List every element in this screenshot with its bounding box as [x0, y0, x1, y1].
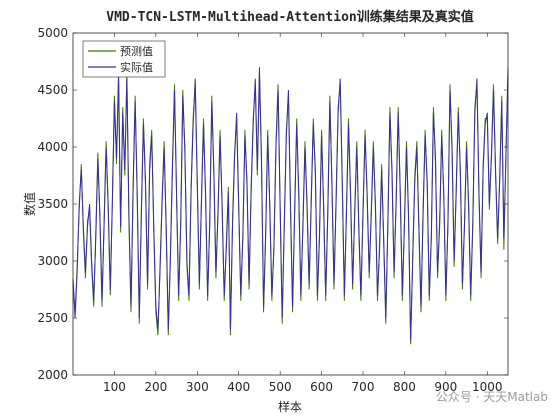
y-axis-label: 数值: [22, 192, 37, 216]
y-tick-label: 2000: [37, 368, 68, 382]
x-tick-label: 100: [103, 380, 126, 394]
x-tick-label: 700: [352, 380, 375, 394]
watermark: 公众号 · 天天Matlab: [436, 390, 548, 404]
x-tick-label: 900: [434, 380, 457, 394]
y-tick-label: 3000: [37, 254, 68, 268]
x-tick-label: 800: [393, 380, 416, 394]
x-tick-label: 200: [144, 380, 167, 394]
legend-label: 实际值: [120, 60, 153, 74]
x-tick-label: 300: [186, 380, 209, 394]
x-tick-label: 600: [310, 380, 333, 394]
y-tick-label: 2500: [37, 311, 68, 325]
y-tick-label: 5000: [37, 26, 68, 40]
legend-label: 预测值: [120, 45, 153, 58]
y-tick-label: 4000: [37, 140, 68, 154]
x-tick-label: 500: [269, 380, 292, 394]
legend-box: [82, 40, 166, 78]
y-tick-label: 4500: [37, 83, 68, 97]
data-line: [72, 67, 509, 341]
chart-title: VMD-TCN-LSTM-Multihead-Attention训练集结果及真实…: [106, 9, 473, 25]
x-tick-label: 1000: [472, 380, 503, 394]
x-axis-label: 样本: [278, 399, 302, 414]
y-tick-label: 3500: [37, 197, 68, 211]
x-tick-label: 400: [227, 380, 250, 394]
